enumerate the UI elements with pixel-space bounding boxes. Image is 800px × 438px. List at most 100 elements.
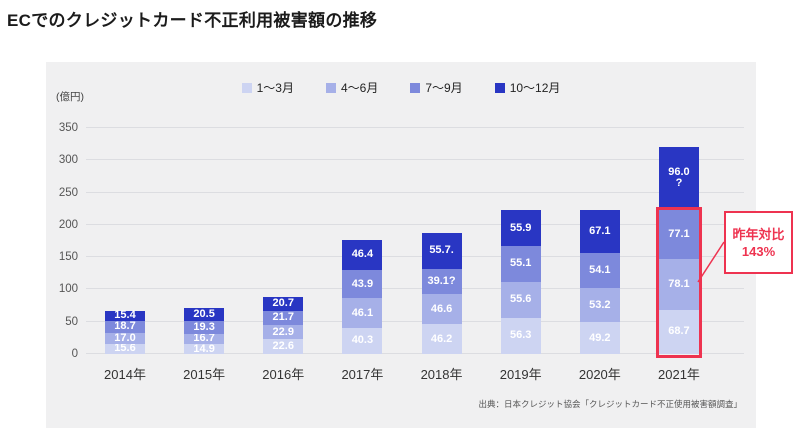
legend-item: 4～6月: [325, 79, 379, 96]
x-axis-tick-label: 2019年: [499, 367, 542, 382]
bar-segment-value: 55.9: [509, 221, 532, 234]
y-axis-unit-label: (億円): [56, 91, 84, 103]
legend-label: 7～9月: [425, 81, 463, 95]
gridline-150: [86, 256, 744, 258]
bar-segment-value: 21.7: [272, 311, 294, 324]
legend-item: 10～12月: [494, 79, 561, 96]
bar-segment-value: 43.9: [351, 277, 374, 290]
bar-segment: 39.1?: [421, 268, 462, 295]
legend-label: 10～12月: [509, 81, 561, 95]
y-axis-tick-label: 150: [58, 251, 78, 264]
x-axis-tick-label: 2018年: [420, 367, 463, 382]
bar-segment-value: 20.7: [272, 297, 294, 310]
bar-segment-value: 49.2: [589, 331, 611, 344]
y-axis-tick-label: 0: [71, 348, 78, 360]
legend-swatch-icon: [325, 82, 336, 93]
y-axis-tick-label: 50: [65, 315, 78, 328]
bar-segment: 55.1: [500, 246, 541, 282]
bar-segment: 21.7: [263, 310, 304, 325]
bar-segment-value: 96.0 ?: [668, 166, 690, 190]
bar-segment: 68.7: [658, 309, 699, 354]
x-axis-tick-label: 2021年: [658, 367, 700, 382]
bar-segment: 53.2: [579, 287, 620, 323]
bar-segment: 77.1: [658, 209, 699, 260]
bar-segment: 15.4: [105, 309, 145, 322]
bar-segment: 46.4: [342, 239, 383, 270]
x-axis-tick-label: 2014年: [104, 367, 146, 382]
bar-segment-value: 78.1: [668, 277, 690, 290]
bar-segment: 55.9: [500, 210, 541, 247]
bar-segment: 14.9: [184, 343, 225, 354]
bar-segment: 22.9: [263, 324, 304, 340]
highlight-rectangle: [655, 207, 702, 358]
bar-segment-value: 16.7: [193, 332, 215, 345]
bar-segment-value: 46.6: [430, 302, 453, 315]
chart-legend: 1～3月 4～6月 7～9月 10～12月: [46, 79, 756, 96]
legend-label: 1～3月: [256, 81, 294, 95]
chart-panel: 1～3月 4～6月 7～9月 10～12月 (億円) 0 50 100 150 200 250 3…: [46, 62, 793, 428]
bar-segment-value: 46.4: [351, 248, 374, 261]
bar-segment-value: 67.1: [589, 224, 611, 237]
y-axis-tick-label: 200: [58, 218, 78, 231]
bar-segment-value: 40.3: [351, 334, 374, 347]
bar-segment-value: 54.1: [589, 263, 611, 276]
gridline-300: [86, 159, 744, 161]
x-axis-tick-label: 2020年: [578, 367, 621, 382]
bar-segment: 18.7: [105, 320, 145, 333]
bar-segment-value: 39.1?: [427, 274, 456, 287]
y-axis-tick-label: 250: [58, 186, 78, 199]
bar-segment: 16.7: [184, 332, 225, 345]
bar-segment: 22.6: [263, 339, 304, 354]
legend-item: 7～9月: [410, 79, 463, 96]
bar-segment: 40.3: [342, 327, 383, 354]
bar-segment: 20.5: [184, 307, 225, 322]
callout-text-line2: 143%: [741, 243, 776, 259]
bar-segment: 78.1: [658, 259, 699, 310]
bar-segment: 19.3: [184, 320, 225, 334]
bar-segment-value: 56.3: [509, 329, 532, 342]
bar-segment: 46.6: [421, 294, 462, 325]
bar-segment-value: 77.1: [668, 227, 690, 240]
bar-segment-value: 22.9: [272, 325, 294, 338]
page-title: ECでのクレジットカード不正利用被害額の推移: [7, 11, 378, 30]
bar-segment-value: 15.6: [114, 342, 136, 355]
gridline-100: [86, 288, 744, 290]
legend-swatch-icon: [241, 82, 252, 93]
callout-box: 昨年対比 143%: [724, 211, 793, 274]
bar-segment-value: 55.7.: [429, 244, 454, 257]
bar-segment: 17.0: [105, 331, 145, 344]
legend-swatch-icon: [410, 82, 421, 93]
bar-segment: 20.7: [263, 297, 304, 311]
y-axis-tick-label: 350: [58, 122, 78, 134]
bar-segment-value: 55.1: [509, 257, 532, 270]
bar-segment-value: 22.6: [272, 340, 294, 353]
callout-text-line1: 昨年対比: [732, 226, 785, 242]
gridline-50: [86, 320, 744, 322]
gridline-200: [86, 223, 744, 225]
bar-segment-value: 17.0: [114, 331, 136, 344]
bar-segment: 67.1: [579, 209, 620, 253]
bar-segment: 15.6: [105, 342, 145, 355]
y-axis-tick-label: 300: [58, 154, 78, 167]
bar-segment-value: 68.7: [668, 325, 690, 338]
bar-segment: 54.1: [579, 252, 620, 288]
bar-segment: 56.3: [500, 317, 541, 354]
legend-item: 1～3月: [241, 79, 294, 96]
x-axis-tick-label: 2015年: [183, 367, 226, 382]
bar-segment: 55.7.: [421, 232, 462, 269]
bar-segment: 46.1: [342, 298, 383, 328]
x-axis-tick-label: 2016年: [262, 367, 305, 382]
legend-label: 4～6月: [340, 81, 379, 95]
legend-swatch-icon: [494, 82, 505, 93]
bar-segment-value: 18.7: [114, 320, 136, 333]
bar-segment-value: 20.5: [193, 308, 215, 320]
gridline-0: [86, 353, 744, 354]
x-axis-tick-label: 2017年: [341, 367, 384, 382]
bar-segment: 49.2: [579, 322, 620, 354]
gridline-250: [86, 191, 744, 193]
bar-segment-value: 53.2: [589, 298, 611, 311]
bar-segment-value: 19.3: [193, 320, 215, 333]
bar-segment-value: 15.4: [114, 309, 136, 322]
gridline-350: [86, 127, 744, 128]
